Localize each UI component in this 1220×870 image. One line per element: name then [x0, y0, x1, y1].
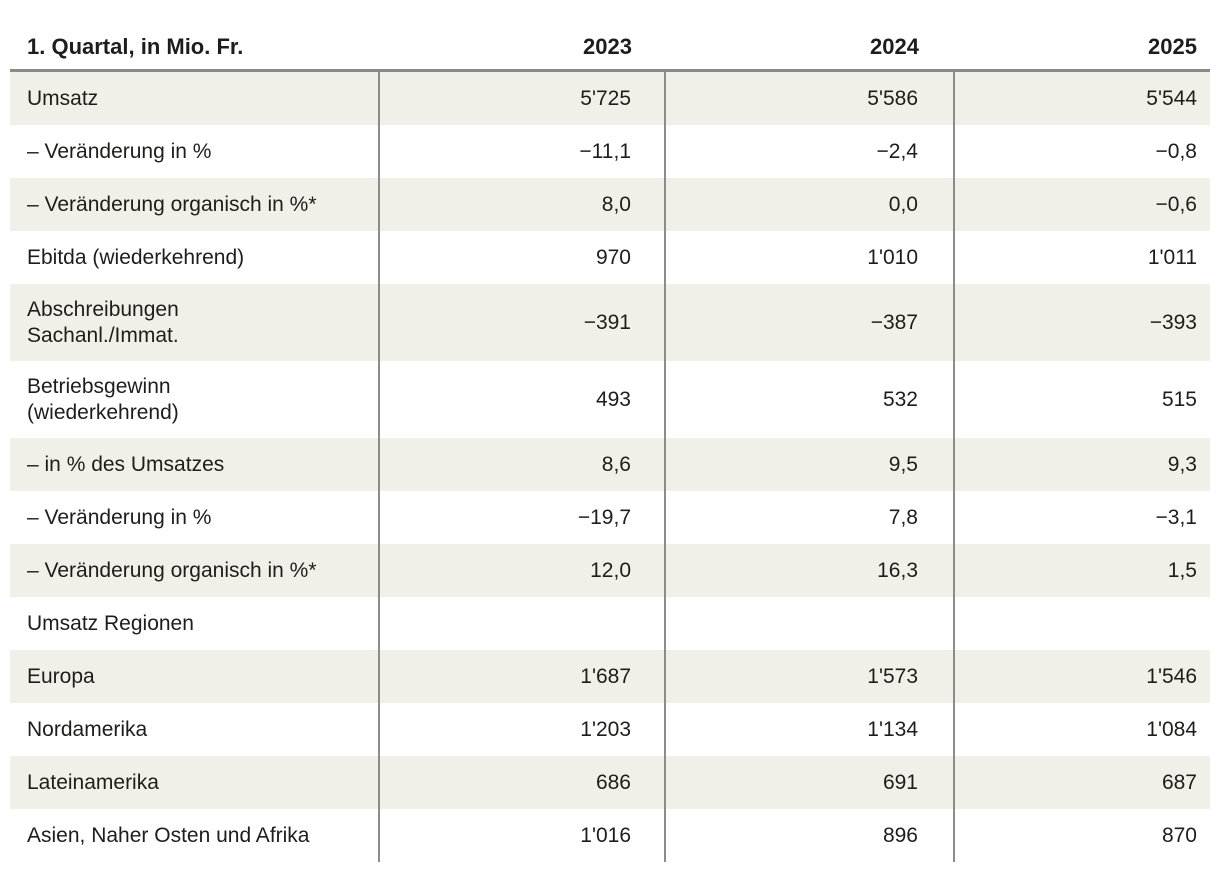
value-cell-2024: 532: [664, 361, 954, 438]
value-cell-2025: 1'011: [953, 231, 1210, 284]
row-label: Umsatz Regionen: [27, 611, 194, 635]
table-row: – in % des Umsatzes 8,6 9,5 9,3: [10, 438, 1210, 491]
value-cell-2023: 5'725: [378, 70, 665, 125]
value-cell-2023: −391: [378, 284, 665, 361]
value-cell-2025: 687: [953, 756, 1210, 809]
table-row: Abschreibungen Sachanl./Immat. −391 −387 −3…: [10, 284, 1210, 361]
row-label: – Veränderung in %: [27, 505, 212, 529]
table-row: Nordamerika 1'203 1'134 1'084: [10, 703, 1210, 756]
value-cell-2025: 9,3: [953, 438, 1210, 491]
value-cell-2025: 5'544: [953, 70, 1210, 125]
value-cell-2024: 5'586: [664, 70, 954, 125]
value-cell-2023: −19,7: [378, 491, 665, 544]
table-title: 1. Quartal, in Mio. Fr.: [10, 25, 379, 72]
row-label: Ebitda (wiederkehrend): [27, 245, 245, 269]
value-cell-2025: 870: [953, 809, 1210, 862]
table-body: Umsatz 5'725 5'586 5'544 – Veränderung in % −…: [10, 70, 1210, 862]
value-cell-2025: −393: [953, 284, 1210, 361]
value-cell-2024: 691: [664, 756, 954, 809]
row-label: Nordamerika: [27, 717, 148, 741]
table-row: Betriebsgewinn (wiederkehrend) 493 532 515: [10, 361, 1210, 438]
column-header-2024: 2024: [665, 25, 954, 72]
row-label: – Veränderung organisch in %*: [27, 558, 317, 582]
table-row: Asien, Naher Osten und Afrika 1'016 896 870: [10, 809, 1210, 862]
row-label: – Veränderung organisch in %*: [27, 192, 317, 216]
value-cell-2025: 1'084: [953, 703, 1210, 756]
table-row: – Veränderung in % −19,7 7,8 −3,1: [10, 491, 1210, 544]
value-cell-2024: 16,3: [664, 544, 954, 597]
value-cell-2024: −387: [664, 284, 954, 361]
value-cell-2025: −3,1: [953, 491, 1210, 544]
value-cell-2023: 1'687: [378, 650, 665, 703]
value-cell-2025: 1'546: [953, 650, 1210, 703]
table-row: Ebitda (wiederkehrend) 970 1'010 1'011: [10, 231, 1210, 284]
row-label: – in % des Umsatzes: [27, 452, 225, 476]
value-cell-2024: −2,4: [664, 125, 954, 178]
row-label: Europa: [27, 664, 95, 688]
table-row: Umsatz 5'725 5'586 5'544: [10, 70, 1210, 125]
value-cell-2023: 686: [378, 756, 665, 809]
table-row: Europa 1'687 1'573 1'546: [10, 650, 1210, 703]
value-cell-2023: 1'016: [378, 809, 665, 862]
table-row: – Veränderung organisch in %* 8,0 0,0 −0,6: [10, 178, 1210, 231]
row-label: Betriebsgewinn (wiederkehrend): [27, 374, 179, 424]
value-cell-2024: 1'134: [664, 703, 954, 756]
value-cell-2023: 970: [378, 231, 665, 284]
row-label: Lateinamerika: [27, 770, 159, 794]
value-cell-2024: 1'573: [664, 650, 954, 703]
value-cell-2023: 8,6: [378, 438, 665, 491]
row-label: Abschreibungen Sachanl./Immat.: [27, 297, 179, 347]
value-cell-2024: 9,5: [664, 438, 954, 491]
value-cell-2025: 515: [953, 361, 1210, 438]
row-label: Umsatz: [27, 86, 99, 110]
value-cell-2025: −0,8: [953, 125, 1210, 178]
table-row: – Veränderung in % −11,1 −2,4 −0,8: [10, 125, 1210, 178]
value-cell-2024: 0,0: [664, 178, 954, 231]
value-cell-2025: [953, 597, 1210, 650]
value-cell-2023: [378, 597, 665, 650]
value-cell-2025: 1,5: [953, 544, 1210, 597]
column-header-2025: 2025: [954, 25, 1210, 72]
value-cell-2023: 493: [378, 361, 665, 438]
header-row: 1. Quartal, in Mio. Fr. 2023 2024 2025: [10, 25, 1210, 72]
quarterly-results-table: 1. Quartal, in Mio. Fr. 2023 2024 2025 U…: [10, 25, 1210, 862]
value-cell-2023: 1'203: [378, 703, 665, 756]
value-cell-2023: 12,0: [378, 544, 665, 597]
row-label: – Veränderung in %: [27, 139, 212, 163]
table-row: Umsatz Regionen: [10, 597, 1210, 650]
table-row: – Veränderung organisch in %* 12,0 16,3 1,5: [10, 544, 1210, 597]
value-cell-2023: 8,0: [378, 178, 665, 231]
value-cell-2023: −11,1: [378, 125, 665, 178]
value-cell-2025: −0,6: [953, 178, 1210, 231]
value-cell-2024: 1'010: [664, 231, 954, 284]
column-header-2023: 2023: [379, 25, 665, 72]
value-cell-2024: 7,8: [664, 491, 954, 544]
table-row: Lateinamerika 686 691 687: [10, 756, 1210, 809]
row-label: Asien, Naher Osten und Afrika: [27, 823, 310, 847]
value-cell-2024: [664, 597, 954, 650]
value-cell-2024: 896: [664, 809, 954, 862]
